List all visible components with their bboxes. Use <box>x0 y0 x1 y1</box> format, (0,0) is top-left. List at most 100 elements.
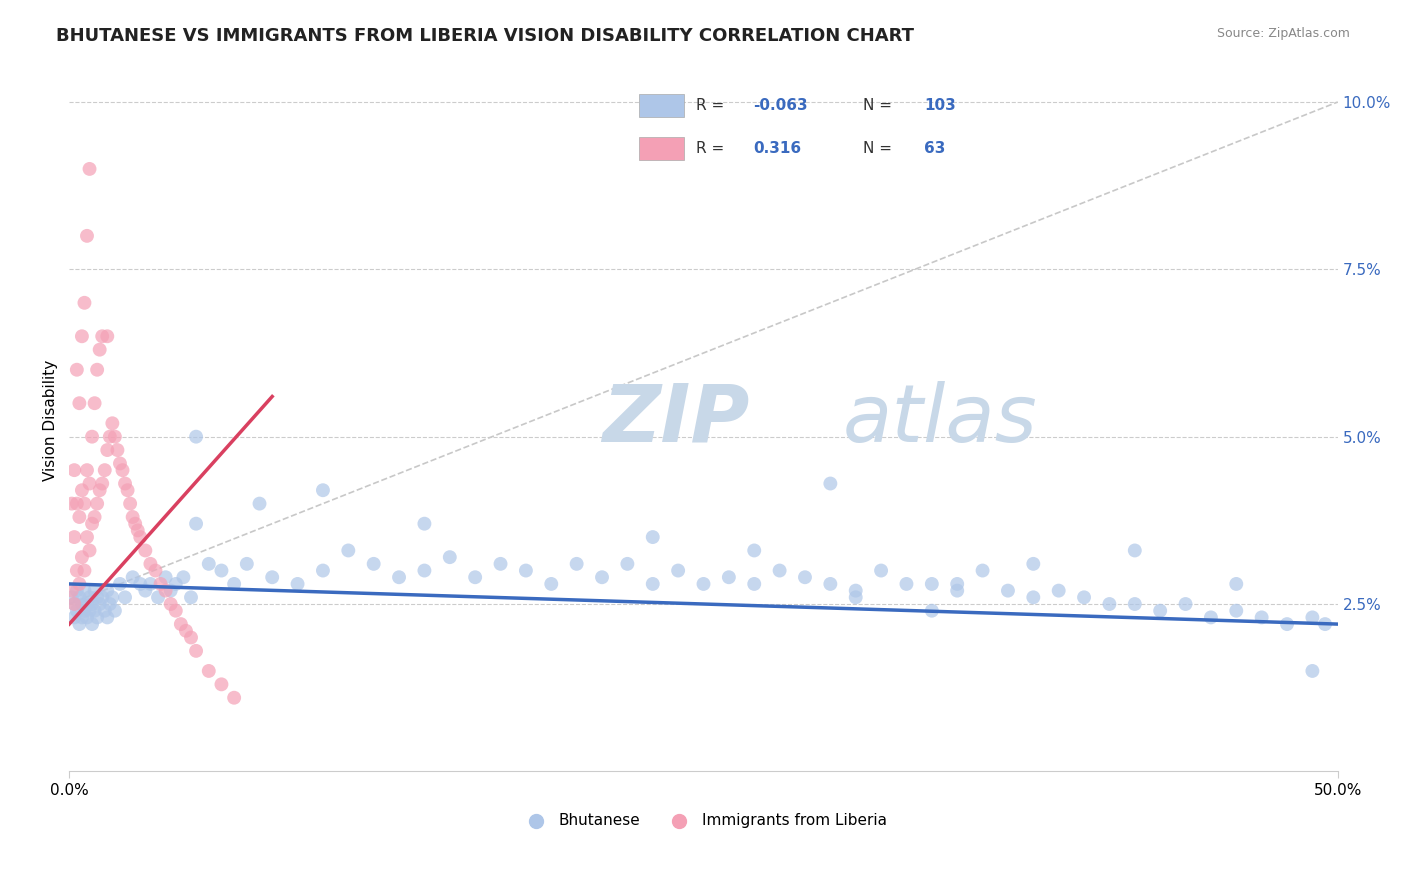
Point <box>1073 591 1095 605</box>
Point <box>1174 597 1197 611</box>
Point <box>73 604 96 618</box>
Point <box>76 228 98 243</box>
Point <box>165 577 187 591</box>
Point <box>60 583 83 598</box>
Point <box>76 530 98 544</box>
Point <box>155 583 177 598</box>
Point <box>1047 583 1070 598</box>
Text: BHUTANESE VS IMMIGRANTS FROM LIBERIA VISION DISABILITY CORRELATION CHART: BHUTANESE VS IMMIGRANTS FROM LIBERIA VIS… <box>56 27 914 45</box>
Text: atlas: atlas <box>844 381 1038 459</box>
Point <box>89 597 111 611</box>
Point <box>73 583 96 598</box>
Point <box>117 483 139 498</box>
Point <box>86 363 108 377</box>
Point <box>616 557 638 571</box>
Point <box>79 476 101 491</box>
Point <box>1123 597 1146 611</box>
Point <box>89 483 111 498</box>
Point <box>870 564 893 578</box>
Point <box>717 570 740 584</box>
Point <box>94 604 117 618</box>
Point <box>104 430 127 444</box>
Point <box>70 550 93 565</box>
Point <box>67 510 90 524</box>
Point <box>86 497 108 511</box>
Point <box>86 591 108 605</box>
Point <box>1301 610 1323 624</box>
Point <box>197 557 219 571</box>
Text: Source: ZipAtlas.com: Source: ZipAtlas.com <box>1216 27 1350 40</box>
Point <box>768 564 790 578</box>
Point <box>184 644 207 658</box>
Point <box>66 604 89 618</box>
Point <box>363 557 385 571</box>
Point <box>101 417 124 431</box>
Point <box>921 577 943 591</box>
Point <box>1313 617 1336 632</box>
Point <box>76 610 98 624</box>
Point <box>111 463 134 477</box>
Point <box>224 690 246 705</box>
Point <box>108 577 131 591</box>
Point <box>76 597 98 611</box>
Point <box>170 617 193 632</box>
Point <box>114 591 136 605</box>
Point <box>79 604 101 618</box>
Point <box>820 577 842 591</box>
Point <box>159 583 181 598</box>
Point <box>127 524 149 538</box>
Point <box>180 631 202 645</box>
Point <box>946 583 969 598</box>
Point <box>70 329 93 343</box>
Point <box>139 577 162 591</box>
Point <box>63 463 86 477</box>
Point <box>73 564 96 578</box>
Point <box>197 664 219 678</box>
Point <box>1301 664 1323 678</box>
Point <box>211 677 233 691</box>
Point <box>91 329 114 343</box>
Point <box>83 510 105 524</box>
Point <box>83 583 105 598</box>
Point <box>236 557 259 571</box>
Point <box>80 516 103 531</box>
Point <box>63 597 86 611</box>
Point <box>134 583 156 598</box>
Point <box>121 510 143 524</box>
Point <box>149 577 172 591</box>
Point <box>66 363 89 377</box>
Point <box>972 564 994 578</box>
Point <box>67 396 90 410</box>
Point <box>63 530 86 544</box>
Point <box>1123 543 1146 558</box>
Point <box>83 396 105 410</box>
Point <box>73 295 96 310</box>
Point <box>742 577 765 591</box>
Legend: Bhutanese, Immigrants from Liberia: Bhutanese, Immigrants from Liberia <box>515 806 893 834</box>
Point <box>67 617 90 632</box>
Point <box>159 597 181 611</box>
Point <box>896 577 918 591</box>
Point <box>180 591 202 605</box>
Point <box>692 577 714 591</box>
Point <box>107 443 129 458</box>
Point <box>60 591 83 605</box>
Point <box>121 570 143 584</box>
Point <box>287 577 309 591</box>
Point <box>565 557 588 571</box>
Point <box>211 564 233 578</box>
Point <box>174 624 197 638</box>
Point <box>60 497 83 511</box>
Point <box>946 577 969 591</box>
Point <box>666 564 689 578</box>
Point <box>104 604 127 618</box>
Point <box>312 564 335 578</box>
Point <box>124 516 146 531</box>
Point <box>91 476 114 491</box>
Point <box>591 570 613 584</box>
Y-axis label: Vision Disability: Vision Disability <box>44 359 58 481</box>
Point <box>96 610 118 624</box>
Point <box>337 543 360 558</box>
Point <box>129 530 152 544</box>
Point <box>89 343 111 357</box>
